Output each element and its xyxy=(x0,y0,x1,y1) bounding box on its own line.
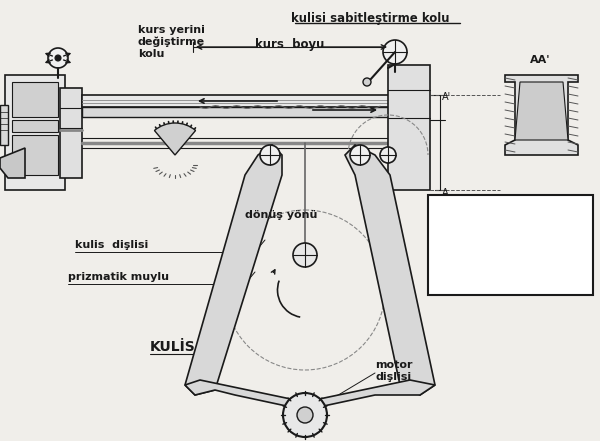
Text: kurs  boyu: kurs boyu xyxy=(256,38,325,51)
Bar xyxy=(82,95,420,107)
Text: dönüş yönü: dönüş yönü xyxy=(245,210,317,220)
Circle shape xyxy=(55,55,61,61)
Bar xyxy=(0,105,8,145)
Polygon shape xyxy=(505,75,578,155)
Polygon shape xyxy=(345,145,435,395)
Polygon shape xyxy=(185,145,282,395)
Circle shape xyxy=(350,145,370,165)
Bar xyxy=(5,75,65,190)
Text: motor
dişlisi: motor dişlisi xyxy=(375,360,413,381)
Polygon shape xyxy=(185,380,435,410)
Bar xyxy=(82,107,420,117)
Text: prizmatik muylu ve: prizmatik muylu ve xyxy=(432,199,533,209)
Text: matik sistemle yağla-: matik sistemle yağla- xyxy=(432,235,545,246)
Wedge shape xyxy=(154,123,196,155)
Text: başlığın kızakları oto-: başlığın kızakları oto- xyxy=(432,217,544,228)
Circle shape xyxy=(260,145,280,165)
Circle shape xyxy=(363,78,371,86)
Text: prizmatik muylu: prizmatik muylu xyxy=(68,272,169,282)
Bar xyxy=(388,65,430,190)
Text: kulisi sabitleştirme kolu: kulisi sabitleştirme kolu xyxy=(291,12,449,25)
Text: A': A' xyxy=(442,92,451,102)
Text: KULİS: KULİS xyxy=(150,340,196,354)
Bar xyxy=(12,82,58,117)
Text: kulis  dişlisi: kulis dişlisi xyxy=(75,240,148,250)
Text: kurs yerini
değiştirme
kolu: kurs yerini değiştirme kolu xyxy=(138,25,205,59)
Polygon shape xyxy=(515,82,568,140)
Bar xyxy=(12,135,58,175)
Text: AA': AA' xyxy=(530,55,550,65)
Circle shape xyxy=(380,147,396,163)
Bar xyxy=(60,88,82,178)
Circle shape xyxy=(48,48,68,68)
Bar xyxy=(428,195,593,295)
Text: lanması çok önemlidir.: lanması çok önemlidir. xyxy=(432,271,550,281)
Polygon shape xyxy=(0,148,25,178)
Circle shape xyxy=(383,40,407,64)
Bar xyxy=(12,120,58,132)
Circle shape xyxy=(297,407,313,423)
Circle shape xyxy=(283,393,327,437)
Circle shape xyxy=(293,243,317,267)
Text: nır. Bu kısımların yağ-: nır. Bu kısımların yağ- xyxy=(432,253,546,264)
Text: A: A xyxy=(442,188,449,198)
